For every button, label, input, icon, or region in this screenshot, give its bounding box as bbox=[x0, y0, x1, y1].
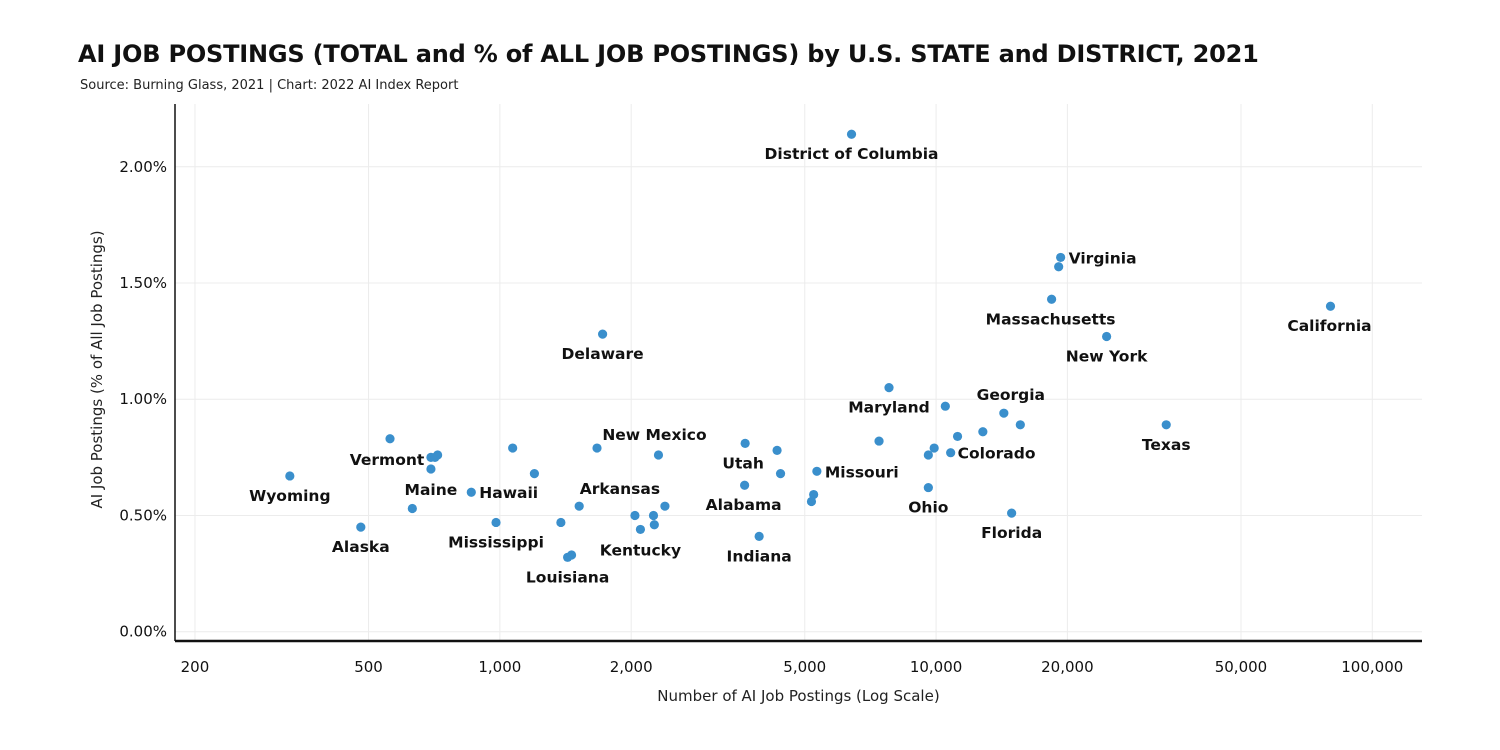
data-point bbox=[923, 482, 933, 493]
point-label: Massachusetts bbox=[986, 310, 1116, 328]
y-tick-label: 2.00% bbox=[119, 158, 167, 176]
data-point bbox=[563, 552, 573, 562]
data-point bbox=[508, 443, 518, 453]
point-label: California bbox=[1287, 317, 1371, 335]
data-point bbox=[846, 129, 857, 139]
data-point bbox=[1007, 508, 1017, 518]
point-label: Vermont bbox=[350, 451, 425, 469]
point-label: Georgia bbox=[977, 386, 1045, 404]
data-point bbox=[806, 496, 817, 507]
chart-title: AI JOB POSTINGS (TOTAL and % of ALL JOB … bbox=[78, 40, 1259, 68]
point-label: Missouri bbox=[825, 463, 899, 481]
point-label: Kentucky bbox=[600, 541, 681, 559]
point-label: Ohio bbox=[908, 499, 948, 517]
point-label: Colorado bbox=[958, 445, 1036, 463]
data-point bbox=[592, 443, 602, 453]
x-tick-label: 200 bbox=[181, 658, 210, 676]
x-axis-label: Number of AI Job Postings (Log Scale) bbox=[657, 687, 939, 705]
data-point bbox=[648, 510, 659, 521]
x-tick-label: 2,000 bbox=[610, 658, 653, 676]
data-point bbox=[923, 450, 933, 460]
data-point bbox=[952, 431, 963, 442]
data-point bbox=[630, 510, 640, 521]
data-point bbox=[356, 522, 366, 532]
point-label: New York bbox=[1066, 347, 1148, 365]
grid bbox=[175, 104, 1422, 641]
data-point bbox=[929, 443, 939, 453]
point-label: Arkansas bbox=[580, 480, 660, 498]
data-point bbox=[1015, 420, 1025, 430]
data-point bbox=[874, 436, 884, 446]
y-tick-label: 0.50% bbox=[119, 506, 167, 524]
data-point bbox=[426, 464, 436, 474]
point-label: Indiana bbox=[727, 547, 792, 565]
point-label: Louisiana bbox=[526, 568, 609, 586]
data-point bbox=[884, 383, 894, 393]
point-label: New Mexico bbox=[602, 426, 706, 444]
x-tick-label: 10,000 bbox=[910, 658, 963, 676]
data-point bbox=[1046, 294, 1057, 304]
data-point bbox=[999, 408, 1009, 418]
point-label: Mississippi bbox=[448, 533, 544, 551]
point-label: District of Columbia bbox=[765, 145, 939, 163]
point-label: Virginia bbox=[1069, 249, 1137, 267]
data-point bbox=[775, 469, 786, 479]
data-point bbox=[809, 489, 819, 500]
point-label: Maine bbox=[405, 481, 458, 499]
point-label: Alabama bbox=[706, 496, 782, 514]
data-point bbox=[1161, 420, 1171, 430]
data-point bbox=[466, 487, 476, 497]
point-label: Maryland bbox=[848, 399, 930, 417]
x-tick-label: 5,000 bbox=[783, 658, 826, 676]
data-point bbox=[430, 452, 440, 462]
data-point bbox=[772, 445, 782, 455]
point-label: Delaware bbox=[562, 345, 644, 363]
y-tick-label: 1.50% bbox=[119, 274, 167, 292]
y-axis-label: AI Job Postings (% of All Job Postings) bbox=[88, 230, 106, 508]
x-tick-label: 500 bbox=[354, 658, 383, 676]
y-tick-label: 1.00% bbox=[119, 390, 167, 408]
point-labels: District of Columbia Virginia Massachusett… bbox=[249, 145, 1372, 586]
data-point bbox=[1054, 262, 1064, 272]
point-label: Utah bbox=[722, 454, 764, 472]
data-point bbox=[1056, 252, 1066, 263]
data-point bbox=[598, 329, 608, 339]
point-label: Wyoming bbox=[249, 487, 330, 505]
point-label: Hawaii bbox=[479, 484, 538, 502]
data-point bbox=[812, 466, 822, 476]
data-point bbox=[285, 471, 295, 481]
y-tick-label: 0.00% bbox=[119, 623, 167, 641]
x-tick-label: 20,000 bbox=[1041, 658, 1094, 676]
data-point bbox=[491, 517, 501, 528]
data-point bbox=[754, 531, 764, 541]
data-point bbox=[385, 434, 395, 444]
data-point bbox=[978, 427, 988, 437]
point-label: Texas bbox=[1142, 436, 1191, 454]
data-point bbox=[574, 501, 584, 511]
data-point bbox=[407, 503, 417, 514]
x-tick-label: 1,000 bbox=[478, 658, 521, 676]
point-label: Alaska bbox=[332, 538, 390, 556]
data-point bbox=[556, 517, 566, 528]
data-point bbox=[653, 450, 664, 460]
data-point bbox=[740, 438, 750, 449]
data-point bbox=[946, 448, 956, 458]
x-tick-label: 100,000 bbox=[1341, 658, 1403, 676]
axis-ticks: 200 500 1,000 2,000 5,000 10,000 20,000 50,000 1… bbox=[119, 158, 1403, 676]
data-point bbox=[1325, 301, 1336, 311]
data-point bbox=[1102, 331, 1112, 342]
data-point bbox=[740, 480, 750, 490]
data-point bbox=[635, 524, 646, 535]
x-tick-label: 50,000 bbox=[1215, 658, 1268, 676]
data-point bbox=[529, 469, 540, 479]
chart-subtitle: Source: Burning Glass, 2021 | Chart: 202… bbox=[80, 78, 459, 93]
data-point bbox=[660, 501, 670, 511]
point-label: Florida bbox=[981, 524, 1042, 542]
data-points bbox=[285, 129, 1336, 562]
data-point bbox=[940, 401, 950, 411]
data-point bbox=[649, 520, 659, 530]
